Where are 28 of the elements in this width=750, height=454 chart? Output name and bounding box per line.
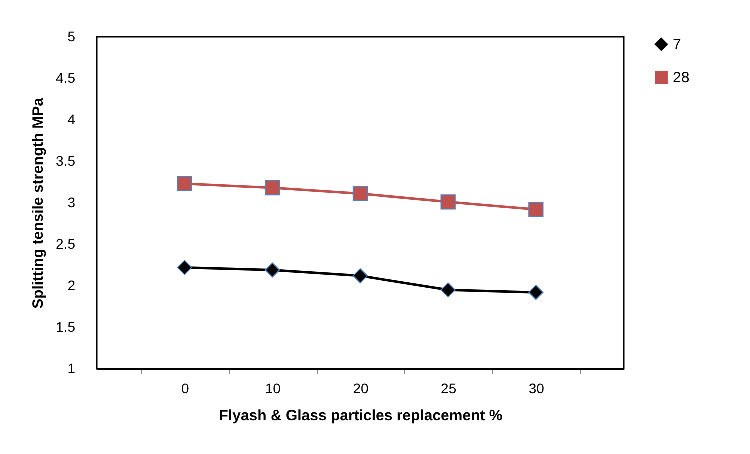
y-tick-label: 5 (68, 28, 76, 44)
point (528, 285, 544, 300)
legend-label: 7 (673, 36, 682, 54)
point (528, 202, 544, 218)
y-tick-label: 2.5 (56, 236, 76, 252)
y-tick-label: 1.5 (56, 319, 76, 335)
x-axis-title: Flyash & Glass particles replacement % (219, 408, 503, 424)
point (352, 186, 368, 202)
x-tick-label: 20 (353, 380, 369, 396)
point (265, 180, 280, 196)
y-tick-label: 1 (68, 360, 76, 376)
y-tick-label: 3.5 (56, 153, 76, 169)
point (177, 176, 192, 192)
y-axis-title: Splitting tensile strength MPa (30, 97, 48, 309)
legend-label: 28 (673, 70, 690, 86)
x-tick-label: 10 (265, 380, 282, 396)
point (265, 262, 280, 278)
y-tick-label: 3 (68, 194, 76, 210)
x-tick-label: 25 (441, 380, 457, 396)
x-tick-label: 30 (528, 380, 545, 396)
point (352, 268, 368, 284)
y-tick-label: 4 (68, 112, 76, 128)
point (177, 260, 192, 276)
x-tick-label: 0 (181, 380, 190, 396)
point (440, 282, 456, 298)
y-tick-label: 2 (68, 278, 76, 294)
y-tick-label: 4.5 (56, 70, 76, 86)
point (440, 194, 456, 210)
